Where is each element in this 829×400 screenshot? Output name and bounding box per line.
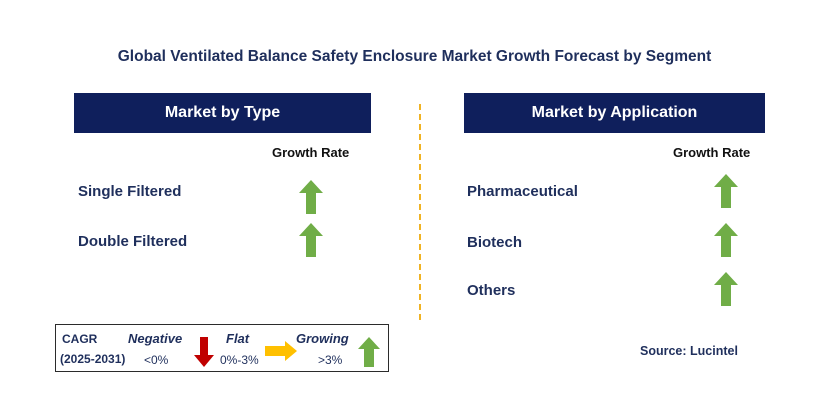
green-up-arrow-icon <box>714 223 738 257</box>
legend-negative-label: Negative <box>128 331 183 346</box>
type-row-label-single-filtered: Single Filtered <box>78 183 182 200</box>
legend-cagr-label: CAGR <box>62 332 98 346</box>
page-title: Global Ventilated Balance Safety Enclosu… <box>117 48 712 65</box>
type-row-label-double-filtered: Double Filtered <box>78 233 188 250</box>
application-row-label-others: Others <box>467 282 516 299</box>
legend-flat-range: 0%-3% <box>220 353 259 367</box>
green-up-arrow-icon <box>299 180 323 214</box>
green-up-arrow-icon <box>299 223 323 257</box>
legend-negative-range: <0% <box>144 353 169 367</box>
panel-divider <box>419 104 421 320</box>
application-growth-rate-header: Growth Rate <box>673 145 751 160</box>
type-panel-header: Market by Type <box>74 93 371 133</box>
type-growth-rate-header: Growth Rate <box>272 145 350 160</box>
legend-growing-range: >3% <box>318 353 343 367</box>
yellow-right-arrow-icon <box>265 341 297 366</box>
application-row-label-biotech: Biotech <box>467 234 523 251</box>
legend-period: (2025-2031) <box>60 352 126 366</box>
green-up-arrow-icon <box>714 174 738 208</box>
green-up-arrow-icon <box>714 272 738 306</box>
source-note: Source: Lucintel <box>640 344 738 358</box>
legend-flat-label: Flat <box>226 331 250 346</box>
red-down-arrow-icon <box>194 337 214 372</box>
green-up-arrow-icon <box>358 337 380 372</box>
cagr-legend: CAGR (2025-2031) Negative <0% Flat 0%-3%… <box>55 324 389 372</box>
application-row-label-pharmaceutical: Pharmaceutical <box>467 183 578 200</box>
legend-growing-label: Growing <box>296 331 349 346</box>
application-panel-header: Market by Application <box>464 93 765 133</box>
